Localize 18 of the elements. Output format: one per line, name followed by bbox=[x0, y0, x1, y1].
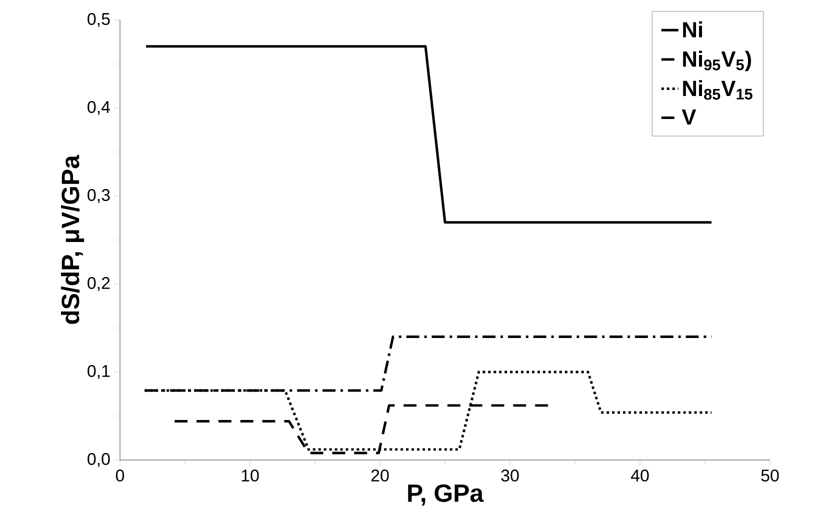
x-axis-title: P, GPa bbox=[408, 484, 484, 506]
legend-label: Ni bbox=[683, 21, 702, 38]
legend-label: Ni$_{85}$V$_{15}$ bbox=[683, 80, 752, 100]
legend-label: Ni$_{95}$V$_{5}$) bbox=[683, 50, 751, 72]
x-tick-label: 40 bbox=[630, 470, 649, 482]
y-tick-label: 0,0 bbox=[88, 453, 110, 467]
x-tick-label: 0 bbox=[116, 470, 124, 482]
y-tick-label: 0,5 bbox=[88, 13, 110, 28]
legend-label: V bbox=[682, 109, 696, 125]
x-tick-label: 50 bbox=[761, 470, 779, 482]
x-tick-label: 30 bbox=[501, 470, 519, 482]
x-tick-label: 10 bbox=[242, 470, 259, 482]
y-axis-title: dS/dP, μV/GPa bbox=[60, 154, 84, 324]
x-tick-label: 20 bbox=[371, 470, 389, 482]
y-tick-label: 0,3 bbox=[88, 189, 110, 204]
y-tick-label: 0,2 bbox=[88, 277, 110, 291]
y-tick-label: 0,1 bbox=[88, 365, 110, 379]
y-tick-label: 0,4 bbox=[88, 101, 110, 116]
